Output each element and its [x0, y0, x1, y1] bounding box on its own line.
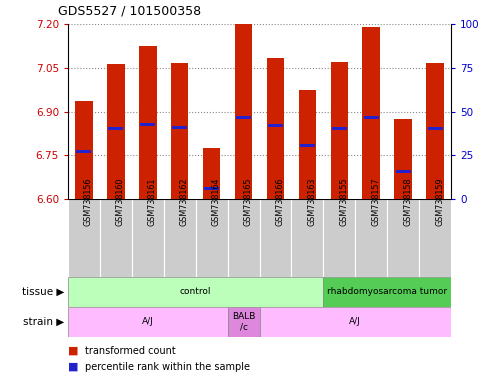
- Text: ■: ■: [68, 346, 78, 356]
- Bar: [76, 150, 91, 153]
- Bar: [426, 63, 444, 199]
- Bar: [228, 307, 259, 337]
- Bar: [394, 119, 412, 199]
- Bar: [332, 127, 347, 129]
- Bar: [164, 199, 196, 277]
- Bar: [364, 116, 379, 119]
- Text: GDS5527 / 101500358: GDS5527 / 101500358: [58, 5, 201, 18]
- Text: GSM738165: GSM738165: [244, 177, 252, 225]
- Text: rhabdomyosarcoma tumor: rhabdomyosarcoma tumor: [327, 288, 447, 296]
- Bar: [396, 170, 411, 173]
- Bar: [228, 199, 259, 277]
- Bar: [267, 58, 284, 199]
- Text: ■: ■: [68, 362, 78, 372]
- Text: tissue ▶: tissue ▶: [22, 287, 64, 297]
- Bar: [330, 62, 348, 199]
- Bar: [171, 63, 188, 199]
- Bar: [107, 64, 125, 199]
- Bar: [196, 199, 228, 277]
- Text: GSM738157: GSM738157: [371, 177, 380, 226]
- Bar: [172, 126, 187, 129]
- Text: GSM738164: GSM738164: [211, 177, 221, 225]
- Text: A/J: A/J: [350, 318, 361, 326]
- Text: BALB
/c: BALB /c: [232, 312, 255, 332]
- Bar: [355, 199, 387, 277]
- Bar: [323, 199, 355, 277]
- Text: GSM738161: GSM738161: [148, 177, 157, 225]
- Bar: [132, 199, 164, 277]
- Bar: [427, 127, 443, 129]
- Bar: [419, 199, 451, 277]
- Bar: [108, 127, 123, 129]
- Text: GSM738159: GSM738159: [435, 177, 444, 226]
- Bar: [100, 199, 132, 277]
- Bar: [204, 187, 219, 190]
- Bar: [323, 277, 451, 307]
- Bar: [300, 144, 315, 147]
- Bar: [236, 116, 251, 119]
- Text: GSM738158: GSM738158: [403, 177, 412, 225]
- Text: percentile rank within the sample: percentile rank within the sample: [85, 362, 250, 372]
- Text: strain ▶: strain ▶: [23, 317, 64, 327]
- Bar: [268, 124, 283, 127]
- Bar: [387, 199, 419, 277]
- Text: A/J: A/J: [142, 318, 154, 326]
- Bar: [139, 46, 157, 199]
- Bar: [291, 199, 323, 277]
- Text: GSM738156: GSM738156: [84, 177, 93, 225]
- Bar: [259, 307, 451, 337]
- Text: GSM738166: GSM738166: [276, 177, 284, 225]
- Bar: [259, 199, 291, 277]
- Bar: [68, 307, 228, 337]
- Text: transformed count: transformed count: [85, 346, 176, 356]
- Text: GSM738162: GSM738162: [180, 177, 189, 225]
- Text: GSM738163: GSM738163: [307, 177, 317, 225]
- Bar: [68, 277, 323, 307]
- Bar: [68, 199, 100, 277]
- Text: control: control: [180, 288, 211, 296]
- Bar: [235, 24, 252, 199]
- Bar: [362, 27, 380, 199]
- Bar: [75, 101, 93, 199]
- Bar: [203, 148, 220, 199]
- Bar: [299, 89, 316, 199]
- Bar: [141, 123, 155, 126]
- Text: GSM738155: GSM738155: [339, 177, 348, 226]
- Text: GSM738160: GSM738160: [116, 177, 125, 225]
